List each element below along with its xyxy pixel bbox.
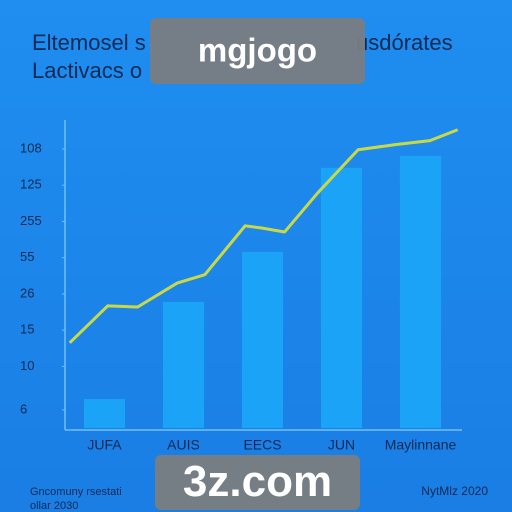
x-tick-label: Maylinnane: [385, 437, 457, 453]
bar: [399, 155, 442, 429]
y-tick-label: 15: [20, 322, 34, 337]
x-tick-label: JUN: [328, 437, 355, 453]
footer: Gncomuny rsestati: [30, 486, 122, 498]
watermark-box: [155, 455, 360, 510]
watermark: mgjogo: [198, 32, 317, 69]
y-tick-label: 26: [20, 285, 34, 300]
chart-title: usdórates: [356, 30, 453, 55]
bar: [83, 399, 126, 428]
watermark-box: [150, 18, 365, 84]
x-tick-label: AUIS: [167, 437, 200, 453]
chart-title: Eltemosel s: [32, 30, 146, 55]
line: [68, 128, 459, 344]
x-tick-label: JUFA: [87, 437, 122, 453]
footer: ollar 2030: [30, 500, 78, 512]
y-tick-label: 55: [20, 249, 34, 264]
bar: [241, 251, 284, 428]
footer: NytMlz 2020: [421, 484, 488, 498]
watermark: 3z.com: [183, 457, 332, 506]
y-tick-label: 10: [20, 358, 34, 373]
y-tick-label: 6: [20, 401, 27, 416]
x-tick-label: EECS: [243, 437, 281, 453]
y-tick-label: 255: [20, 213, 42, 228]
chart-subtitle: Lactivacs o: [32, 58, 142, 83]
bar: [162, 301, 205, 428]
y-tick-label: 125: [20, 177, 42, 192]
y-tick-label: 108: [20, 140, 42, 155]
bar: [320, 167, 363, 429]
